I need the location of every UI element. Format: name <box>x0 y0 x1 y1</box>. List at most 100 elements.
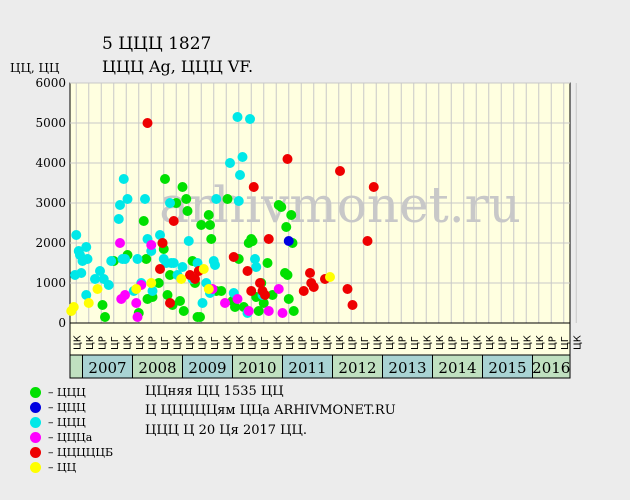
x-tick-label: ЦГ <box>460 336 471 350</box>
data-point <box>237 152 248 162</box>
data-point <box>263 306 274 316</box>
x-tick-label: ЦК <box>85 335 96 350</box>
legend-label: – ЦЦЦа <box>48 431 93 444</box>
data-point <box>178 306 189 316</box>
x-tick-label: ЦР <box>97 336 108 350</box>
year-label: 2008 <box>138 359 176 377</box>
data-point <box>325 272 335 282</box>
x-tick-label: ЦК <box>285 335 296 350</box>
data-point <box>203 210 214 220</box>
data-point <box>362 236 373 246</box>
data-point <box>251 262 262 272</box>
x-tick-label: ЦГ <box>110 336 121 350</box>
note-date: ЦЦЦ Ц 20 Ця 2017 ЦЦ. <box>145 423 307 438</box>
data-point <box>233 196 244 206</box>
data-point <box>273 284 284 294</box>
data-point <box>308 282 319 292</box>
data-point <box>138 216 149 226</box>
data-point <box>286 210 297 220</box>
data-point <box>282 270 293 280</box>
data-point <box>248 182 259 192</box>
data-point <box>211 194 222 204</box>
x-tick-label: ЦР <box>547 336 558 350</box>
data-point <box>195 312 205 322</box>
data-point <box>147 286 158 296</box>
data-point <box>132 254 143 264</box>
year-label: 2007 <box>88 359 126 377</box>
y-tick-label: 0 <box>58 316 66 330</box>
data-point <box>232 294 243 304</box>
y-axis-label: ЦЦ, ЦЦ <box>10 61 60 75</box>
data-point <box>281 222 292 232</box>
data-point <box>165 298 175 308</box>
data-point <box>142 118 153 128</box>
data-point <box>92 284 103 294</box>
legend-dot <box>30 462 41 473</box>
x-tick-label: ЦР <box>447 336 458 350</box>
data-point <box>115 200 125 210</box>
data-point <box>113 214 124 224</box>
chart-subtitle: ЦЦЦ Ag, ЦЦЦ VF. <box>102 57 254 76</box>
data-point <box>155 264 165 274</box>
x-tick-label: ЦГ <box>510 336 521 350</box>
data-point <box>347 300 358 310</box>
data-point <box>263 234 274 244</box>
year-label: 2014 <box>438 359 476 377</box>
x-tick-label: ЦК <box>335 335 346 350</box>
data-point <box>141 254 152 264</box>
data-point <box>342 284 353 294</box>
data-point <box>225 158 235 168</box>
data-point <box>182 206 193 216</box>
data-point <box>106 256 117 266</box>
x-tick-label: ЦР <box>147 336 158 350</box>
x-tick-label: ЦР <box>497 336 508 350</box>
x-tick-label: ЦР <box>247 336 258 350</box>
legend-dot <box>30 387 41 398</box>
data-point <box>131 284 142 294</box>
data-point <box>245 114 255 124</box>
x-tick-label: ЦР <box>297 336 308 350</box>
legend-label: – ЦЦ <box>48 461 77 474</box>
legend-label: – ЦЦЦ <box>48 416 86 429</box>
x-tick-label: ЦК <box>472 335 483 350</box>
data-point <box>220 298 230 308</box>
x-tick-label: ЦК <box>185 335 196 350</box>
note-source: Ц ЦЦЦЦЦям ЦЦа ARHIVMONET.RU <box>145 403 396 418</box>
data-point <box>247 236 258 246</box>
data-point <box>203 284 214 294</box>
data-point <box>115 238 125 248</box>
x-tick-label: ЦК <box>372 335 383 350</box>
data-point <box>305 268 315 278</box>
year-band-cell <box>69 354 83 379</box>
data-point <box>262 258 273 268</box>
data-point <box>183 236 194 246</box>
data-point <box>230 302 240 312</box>
data-point <box>153 278 164 288</box>
data-point <box>160 174 170 184</box>
x-tick-label: ЦК <box>485 335 496 350</box>
x-tick-label: ЦР <box>397 336 408 350</box>
y-tick-label: 2000 <box>35 236 66 250</box>
data-point <box>100 312 110 322</box>
data-point <box>282 154 293 164</box>
data-point <box>298 286 309 296</box>
data-point <box>276 202 287 212</box>
data-point <box>81 290 92 300</box>
x-tick-label: ЦК <box>535 335 546 350</box>
data-point <box>246 286 257 296</box>
data-point <box>68 302 79 312</box>
data-point <box>122 194 133 204</box>
x-tick-label: ЦГ <box>310 336 321 350</box>
data-point <box>235 170 245 180</box>
data-point <box>210 260 220 270</box>
data-point <box>131 298 142 308</box>
data-point <box>190 274 200 284</box>
year-label: 2013 <box>388 359 426 377</box>
data-point <box>222 194 233 204</box>
year-label: 2010 <box>238 359 276 377</box>
data-point <box>81 242 92 252</box>
year-label: 2009 <box>188 359 226 377</box>
note-total: ЦЦняя ЦЦ 1535 ЦЦ <box>145 384 284 399</box>
y-tick-label: 5000 <box>35 116 66 130</box>
